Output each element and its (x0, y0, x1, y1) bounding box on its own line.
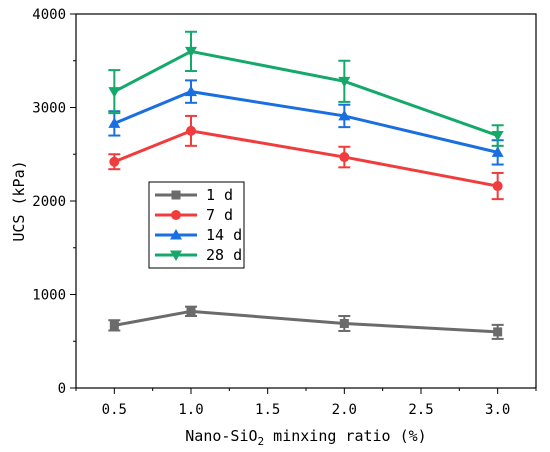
data-point (109, 320, 119, 330)
x-tick-label: 1.0 (178, 402, 203, 418)
tick-labels: 0.5 1.0 1.5 2.0 2.5 3.0 0 1000 2000 3000 4000 (32, 7, 510, 418)
data-point (339, 318, 349, 328)
legend-label: 28 d (206, 246, 242, 264)
series-line (113, 49, 499, 137)
y-tick-label: 1000 (32, 288, 66, 304)
data-point (186, 306, 196, 316)
y-axis-title: UCS (kPa) (10, 160, 28, 241)
plot-frame (75, 13, 537, 389)
series-line (113, 129, 498, 188)
series-line (113, 90, 499, 154)
y-tick-label: 3000 (32, 101, 66, 117)
legend-swatch-marker (171, 190, 181, 200)
legend-swatch-marker (170, 229, 182, 240)
series-1-d (108, 305, 504, 340)
x-tick-label: 2.5 (408, 402, 433, 418)
data-point (338, 109, 351, 121)
legend-label: 1 d (206, 186, 233, 204)
data-point (491, 146, 504, 157)
series-layer (108, 30, 504, 340)
legend-swatch-marker (171, 210, 181, 220)
legend-label: 14 d (206, 226, 242, 244)
legend-swatch-marker (170, 250, 182, 261)
y-tick-label: 4000 (32, 7, 66, 23)
y-tick-label: 0 (58, 381, 66, 397)
series-7-d (108, 114, 504, 201)
data-point (492, 181, 503, 192)
data-point (108, 117, 121, 128)
data-point (493, 327, 503, 337)
data-point (109, 156, 120, 167)
x-axis-title-rest: minxing ratio (%) (264, 427, 427, 445)
axis-ticks (70, 13, 537, 394)
data-point (186, 125, 196, 136)
series-14-d (108, 79, 504, 166)
series-28-d (108, 30, 504, 147)
x-axis-title: Nano-SiO2 minxing ratio (%) (185, 427, 426, 448)
x-axis-title-subscript: 2 (258, 435, 265, 448)
data-point (491, 131, 504, 142)
legend-label: 7 d (206, 206, 233, 224)
x-tick-label: 2.0 (332, 402, 357, 418)
y-tick-label: 2000 (32, 194, 66, 210)
x-tick-label: 1.5 (255, 402, 280, 418)
data-point (185, 46, 197, 58)
data-point (185, 85, 197, 97)
data-point (338, 76, 351, 88)
data-point (108, 87, 121, 98)
data-point (339, 152, 350, 163)
x-axis-title-main: Nano-SiO (185, 427, 257, 445)
x-tick-label: 0.5 (102, 402, 127, 418)
x-tick-label: 3.0 (485, 402, 510, 418)
legend: 1 d 7 d 14 d 28 d (148, 181, 245, 269)
series-line (114, 309, 498, 334)
